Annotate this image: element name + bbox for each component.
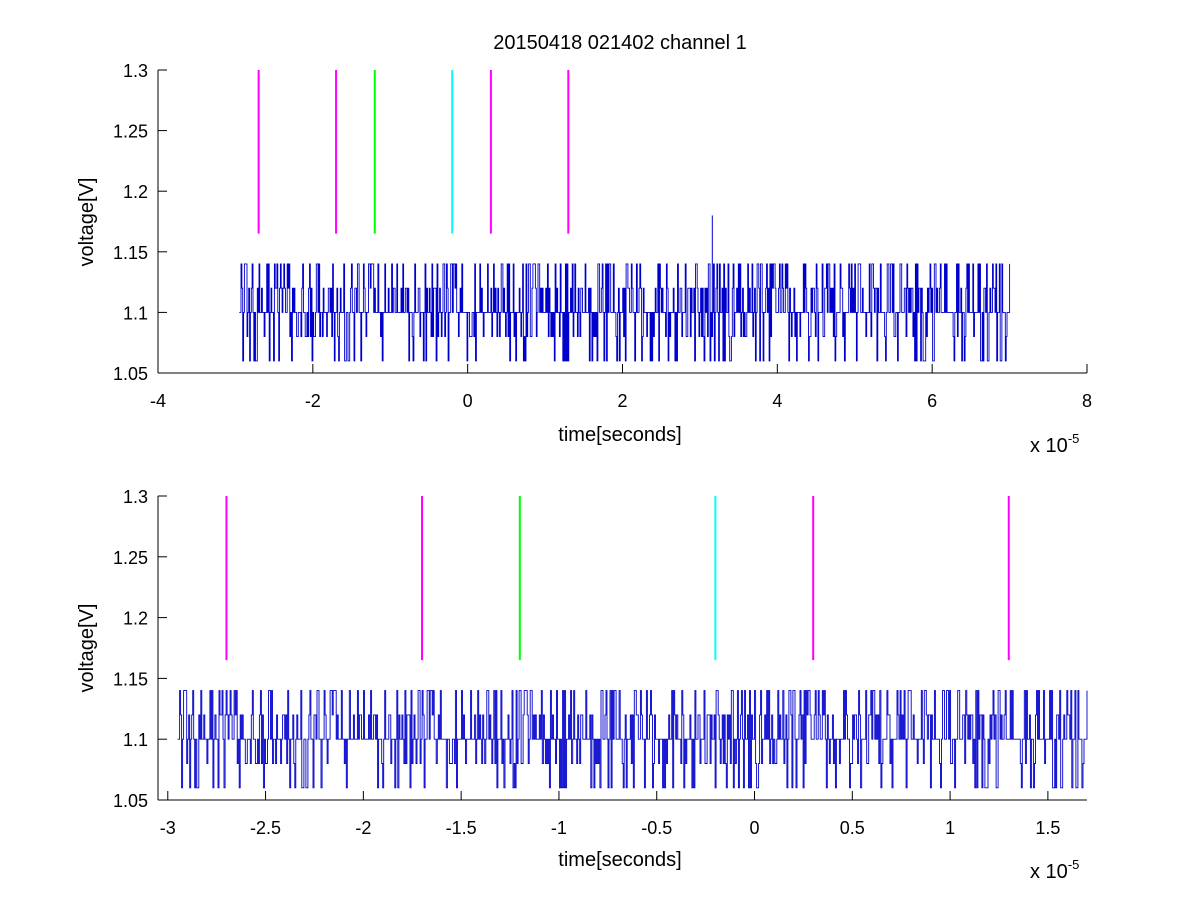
bottom-x-exponent-power: -5 (1068, 857, 1080, 872)
bottom-x-tick-label: 0.5 (840, 818, 865, 838)
top-x-tick-label: -4 (150, 391, 166, 411)
bottom-x-tick-label: 1 (945, 818, 955, 838)
top-x-exponent-base: x 10 (1030, 435, 1068, 457)
chart-title: 20150418 021402 channel 1 (493, 32, 747, 54)
top-y-tick-label: 1.3 (123, 61, 148, 81)
bottom-y-axis-label: voltage[V] (76, 604, 98, 693)
top-x-axis-label: time[seconds] (558, 424, 681, 446)
top-y-tick-label: 1.15 (113, 243, 148, 263)
bottom-y-tick-label: 1.3 (123, 487, 148, 507)
bottom-y-tick-label: 1.15 (113, 669, 148, 689)
top-x-tick-label: 2 (617, 391, 627, 411)
bottom-x-axis-label: time[seconds] (558, 849, 681, 871)
top-y-tick-label: 1.25 (113, 122, 148, 142)
bottom-x-tick-label: -3 (160, 818, 176, 838)
top-y-axis-label: voltage[V] (76, 178, 98, 267)
bottom-x-exponent-base: x 10 (1030, 861, 1068, 883)
top-x-tick-label: 6 (927, 391, 937, 411)
bottom-x-tick-label: -2.5 (250, 818, 281, 838)
top-x-tick-label: -2 (305, 391, 321, 411)
bottom-x-tick-label: 1.5 (1035, 818, 1060, 838)
bottom-x-tick-label: -1.5 (446, 818, 477, 838)
top-y-tick-label: 1.05 (113, 364, 148, 384)
bottom-x-tick-label: -0.5 (641, 818, 672, 838)
top-subplot: time[seconds] voltage[V] x 10-5 1.05 1.1 1… (76, 61, 1092, 457)
bottom-y-tick-label: 1.05 (113, 791, 148, 811)
top-x-tick-label: 4 (772, 391, 782, 411)
top-signal-trace (239, 263, 1011, 362)
bottom-x-tick-label: -1 (551, 818, 567, 838)
top-y-tick-label: 1.2 (123, 182, 148, 202)
top-x-tick-label: 0 (463, 391, 473, 411)
top-y-tick-label: 1.1 (123, 303, 148, 323)
top-x-tick-label: 8 (1082, 391, 1092, 411)
top-x-exponent-power: -5 (1068, 431, 1080, 446)
bottom-x-tick-label: -2 (355, 818, 371, 838)
bottom-subplot: time[seconds] voltage[V] x 10-5 1.05 1.1 1… (76, 487, 1088, 883)
bottom-y-tick-label: 1.2 (123, 609, 148, 629)
top-x-exponent: x 10-5 (1030, 431, 1079, 457)
bottom-signal-trace (177, 690, 1088, 789)
bottom-y-tick-label: 1.1 (123, 730, 148, 750)
bottom-x-exponent: x 10-5 (1030, 857, 1079, 883)
bottom-x-tick-label: 0 (750, 818, 760, 838)
bottom-y-tick-label: 1.25 (113, 548, 148, 568)
